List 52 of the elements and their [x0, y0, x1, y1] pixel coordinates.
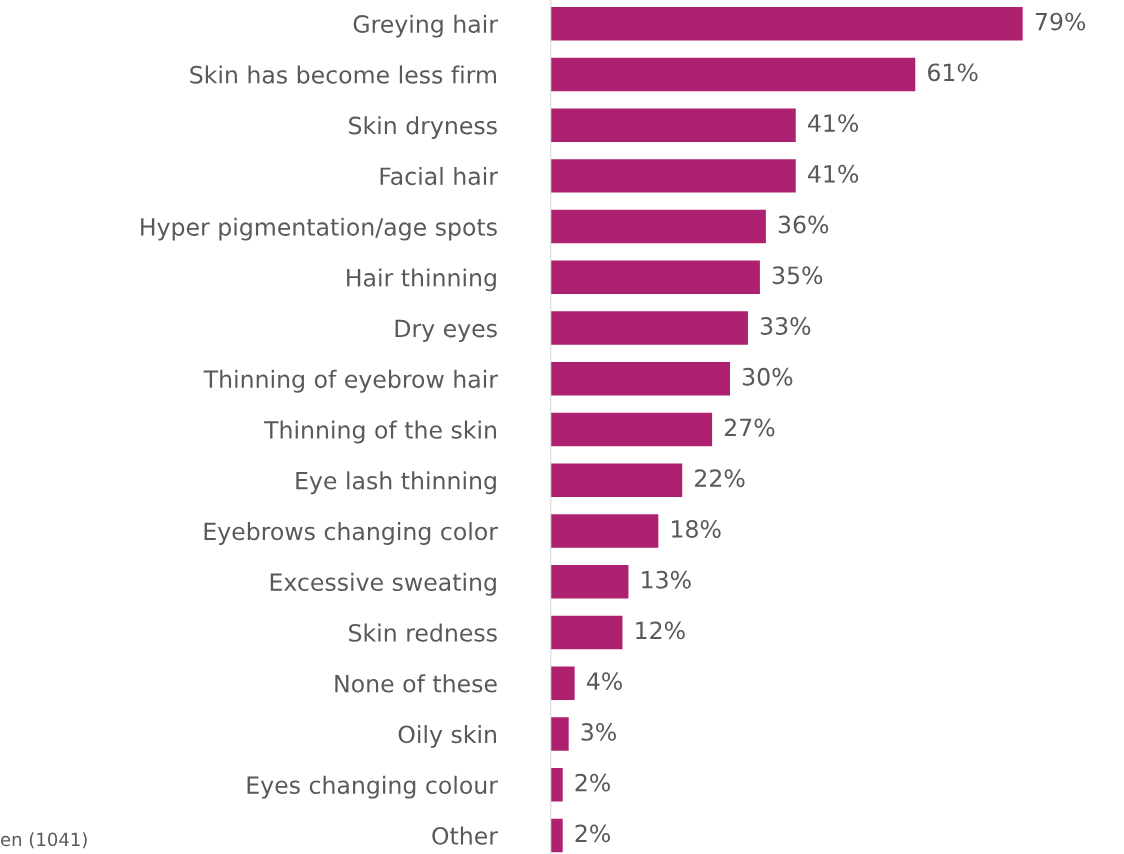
y-tick-label: Hyper pigmentation/age spots — [141, 217, 497, 241]
data-label: 12% — [636, 621, 685, 640]
data-label: 79% — [1035, 12, 1086, 31]
data-label: 41% — [808, 164, 859, 183]
text: en (1041) — [1, 832, 87, 849]
data-label: 2% — [575, 773, 610, 792]
data-label: 27% — [724, 418, 775, 437]
data-label: 33% — [760, 317, 811, 335]
bar — [550, 412, 713, 447]
y-tick-label: Greying hair — [353, 14, 498, 38]
y-tick-label: Thinning of eyebrow hair — [203, 369, 498, 393]
y-tick-label: Thinning of the skin — [264, 420, 496, 444]
bar — [550, 463, 683, 498]
y-tick-label: Excessive sweating — [270, 572, 496, 596]
y-tick-label: Dry eyes — [395, 319, 497, 342]
data-label: 3% — [581, 722, 616, 741]
bar — [550, 362, 731, 396]
bar — [550, 767, 563, 802]
y-tick-label: Hair thinning — [347, 268, 496, 292]
data-label: 4% — [586, 672, 622, 691]
data-label: 2% — [575, 824, 610, 843]
data-label: 41% — [808, 114, 859, 132]
bar — [550, 717, 569, 751]
y-tick-label: None of these — [335, 674, 497, 693]
data-label: 18% — [672, 520, 721, 538]
bar — [550, 615, 623, 650]
data-label: 30% — [742, 367, 793, 386]
bar — [550, 514, 659, 548]
data-label: 35% — [772, 266, 823, 285]
bar — [550, 260, 760, 295]
y-tick-label: Skin dryness — [349, 116, 497, 140]
y-tick-label: Eyes changing colour — [247, 775, 498, 799]
data-label: 13% — [642, 570, 691, 589]
data-label: 61% — [928, 63, 978, 82]
bar — [550, 6, 1023, 41]
data-label: 36% — [778, 215, 829, 234]
y-tick-label: Eye lash thinning — [296, 471, 496, 495]
y-tick-label: Skin has become less firm — [190, 65, 496, 84]
y-tick-label: Eyebrows changing color — [204, 522, 498, 545]
y-tick-label: Skin redness — [349, 623, 497, 642]
y-tick-label: Other — [432, 826, 498, 845]
bar — [550, 108, 796, 142]
bar — [550, 311, 748, 345]
bar — [550, 209, 766, 244]
bar — [550, 159, 796, 193]
y-tick-label: Facial hair — [380, 166, 498, 186]
bar — [550, 57, 916, 92]
bar — [550, 666, 575, 700]
bar — [550, 818, 563, 853]
data-label: 22% — [695, 469, 745, 488]
y-tick-label: Oily skin — [398, 725, 496, 748]
bar — [550, 565, 629, 599]
